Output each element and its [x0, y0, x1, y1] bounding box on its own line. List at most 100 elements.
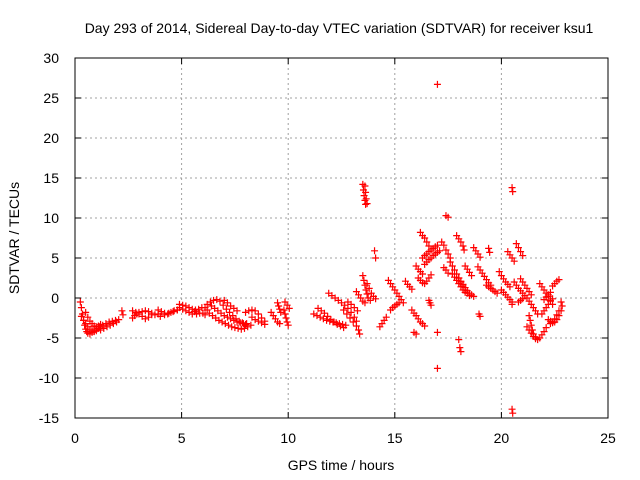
data-point	[363, 290, 371, 298]
data-point	[444, 213, 452, 221]
data-point	[99, 321, 107, 329]
data-point	[514, 244, 522, 252]
data-point	[157, 308, 165, 316]
data-point	[113, 318, 121, 326]
data-point	[283, 318, 291, 326]
data-point	[347, 300, 355, 308]
data-point	[165, 309, 173, 317]
data-point	[156, 312, 164, 320]
data-point	[275, 302, 283, 310]
data-point	[282, 314, 290, 322]
data-point	[526, 316, 534, 324]
data-point	[476, 312, 484, 320]
data-point	[525, 312, 533, 320]
data-point	[243, 320, 251, 328]
data-point	[333, 320, 341, 328]
data-point	[242, 308, 250, 316]
data-point	[129, 307, 137, 315]
x-tick-label: 0	[71, 430, 79, 446]
data-point	[433, 364, 441, 372]
data-point	[546, 288, 554, 296]
data-point	[353, 307, 361, 315]
y-tick-label: -10	[39, 370, 59, 386]
y-tick-label: 10	[43, 210, 59, 226]
data-point	[457, 348, 465, 356]
data-point	[361, 299, 369, 307]
data-point	[284, 321, 292, 329]
data-point	[356, 330, 364, 338]
data-point	[506, 283, 514, 291]
data-point	[106, 321, 114, 329]
data-point	[349, 318, 357, 326]
data-point	[346, 314, 354, 322]
data-point	[444, 269, 452, 277]
y-axis: -15 -10 -5 0 5 10 15 20 25 30	[39, 50, 608, 426]
x-tick-label: 20	[494, 430, 510, 446]
data-point	[553, 311, 561, 319]
data-point	[509, 409, 517, 417]
y-axis-title: SDTVAR / TECUs	[6, 182, 22, 294]
data-point	[495, 268, 503, 276]
data-point	[456, 344, 464, 352]
data-point	[276, 320, 284, 328]
data-point	[324, 312, 332, 320]
data-point	[219, 301, 227, 309]
data-point	[96, 323, 104, 331]
data-point	[476, 253, 484, 261]
data-point	[362, 195, 370, 203]
data-point	[280, 306, 288, 314]
data-point	[527, 291, 535, 299]
data-point	[510, 257, 518, 265]
data-point	[319, 315, 327, 323]
data-point	[343, 310, 351, 318]
data-point	[509, 188, 517, 196]
data-point	[508, 184, 516, 192]
data-point	[132, 308, 140, 316]
data-point	[427, 271, 435, 279]
data-point	[261, 320, 269, 328]
data-point	[119, 311, 127, 319]
data-point	[179, 301, 187, 309]
data-point	[336, 322, 344, 330]
data-point	[527, 321, 535, 329]
y-tick-label: -5	[47, 330, 60, 346]
data-point	[237, 325, 245, 333]
data-point	[206, 298, 214, 306]
data-point	[532, 335, 540, 343]
data-point	[433, 328, 441, 336]
data-point	[82, 308, 90, 316]
data-point	[366, 296, 374, 304]
data-point	[408, 285, 416, 293]
data-point	[118, 307, 126, 315]
data-point	[551, 315, 559, 323]
x-tick-label: 25	[600, 430, 616, 446]
data-point	[446, 258, 454, 266]
data-point	[230, 316, 238, 324]
data-point	[350, 313, 358, 321]
y-tick-label: 0	[51, 290, 59, 306]
data-point	[210, 296, 218, 304]
x-axis-title: GPS time / hours	[288, 457, 395, 473]
data-point	[247, 321, 255, 329]
data-point	[240, 324, 248, 332]
data-point	[274, 299, 282, 307]
data-point	[103, 323, 111, 331]
data-point	[233, 318, 241, 326]
data-point	[97, 326, 105, 334]
data-point	[225, 321, 233, 329]
data-point	[109, 320, 117, 328]
data-point	[363, 280, 371, 288]
data-point	[555, 307, 563, 315]
data-point	[161, 311, 169, 319]
data-point	[519, 252, 527, 260]
data-point	[216, 297, 224, 305]
data-point	[450, 266, 458, 274]
data-point	[372, 295, 380, 303]
data-point	[341, 301, 349, 309]
data-point	[215, 316, 223, 324]
data-point	[195, 305, 203, 313]
data-point	[220, 312, 228, 320]
data-point	[362, 286, 370, 294]
data-point	[248, 306, 256, 314]
data-point	[448, 262, 456, 270]
